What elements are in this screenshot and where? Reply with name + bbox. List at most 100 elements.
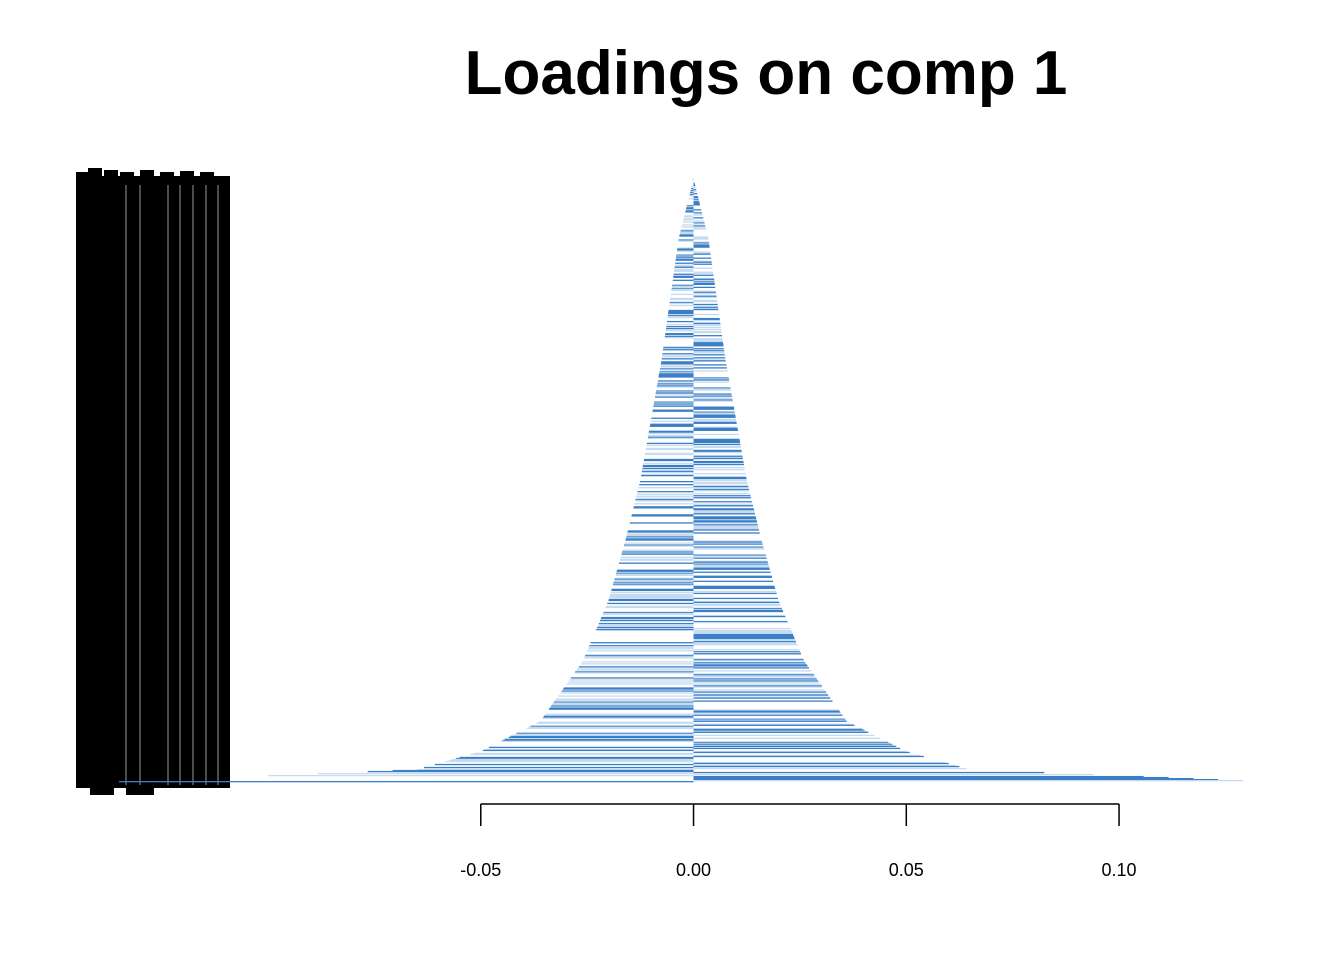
loading-bar <box>693 359 726 361</box>
loading-bar <box>693 399 733 401</box>
loading-bar <box>693 540 762 542</box>
loading-bar <box>553 702 694 704</box>
loading-bar <box>693 709 839 711</box>
loading-bar <box>693 640 796 642</box>
loading-bar <box>693 451 742 454</box>
loading-bar <box>677 247 694 249</box>
loading-bar <box>693 691 827 693</box>
loading-bar <box>653 402 694 404</box>
loading-bar <box>448 759 694 762</box>
loading-bar <box>693 377 729 379</box>
loading-bar <box>693 635 794 637</box>
loading-bar <box>658 374 694 376</box>
loading-bar <box>597 624 694 627</box>
loading-bar <box>693 441 741 444</box>
loading-bar <box>675 259 694 261</box>
x-tick-label: 0.05 <box>889 860 924 880</box>
loading-bar <box>549 707 694 709</box>
loading-bar <box>658 375 694 377</box>
loading-bar <box>641 474 694 477</box>
loading-bar <box>693 761 946 764</box>
loading-bar <box>693 468 745 471</box>
loading-bar <box>693 398 733 400</box>
loading-bar <box>614 579 694 581</box>
label-glyph <box>104 170 118 178</box>
loading-bar <box>693 718 846 720</box>
loading-bar <box>693 191 697 193</box>
loading-bar <box>641 470 694 473</box>
loading-bar <box>693 478 747 481</box>
loading-bar <box>693 631 792 633</box>
loading-bar <box>623 545 694 547</box>
loading-bar <box>603 612 694 615</box>
loading-bar <box>693 241 709 243</box>
loading-bar <box>693 182 695 184</box>
loading-bar <box>693 675 815 677</box>
title-area: Loadings on comp 1 <box>0 0 1344 130</box>
loading-bar <box>665 330 694 332</box>
loading-bar <box>693 512 755 514</box>
loading-bar <box>693 261 712 263</box>
loading-bar <box>504 738 694 741</box>
loading-bar <box>693 370 728 372</box>
loading-bar <box>588 647 694 649</box>
loading-bar <box>693 252 711 254</box>
loading-bar <box>693 621 788 624</box>
loading-bar <box>693 303 718 306</box>
loading-bar <box>610 591 694 594</box>
loading-bar <box>693 246 710 248</box>
loading-bar <box>693 719 846 721</box>
loading-bar <box>597 626 694 629</box>
loading-bar <box>693 313 720 316</box>
loading-bar <box>624 544 694 546</box>
loading-bar <box>693 509 755 511</box>
loading-bar <box>651 417 694 419</box>
loading-bar <box>622 549 694 551</box>
loading-bar <box>633 507 694 509</box>
loading-bar <box>693 280 715 282</box>
loading-bar <box>693 455 743 458</box>
loading-bar <box>613 583 694 585</box>
loading-bar <box>693 777 1194 780</box>
loading-bar <box>682 221 694 223</box>
loading-bar <box>680 229 694 231</box>
loading-bar <box>693 225 706 227</box>
loading-bar <box>693 730 867 732</box>
loading-bar <box>666 325 694 328</box>
loading-bar <box>693 426 738 428</box>
loading-bar <box>693 580 774 582</box>
loading-bar <box>516 732 694 734</box>
loading-bar <box>693 665 808 667</box>
loading-bar <box>693 501 753 503</box>
loading-bar <box>626 534 694 536</box>
loading-bar <box>693 767 967 770</box>
loading-bar <box>574 672 694 674</box>
loading-bar <box>693 378 729 380</box>
loading-bar <box>662 353 694 355</box>
loading-bar <box>646 444 694 447</box>
loading-bar <box>691 188 694 190</box>
loading-bar <box>392 769 694 772</box>
loading-bar <box>665 334 694 336</box>
loading-bar <box>693 712 841 714</box>
loading-bar <box>693 282 715 284</box>
loading-bar <box>647 437 694 440</box>
loading-bar <box>693 764 956 767</box>
loading-bar <box>693 416 736 418</box>
loading-bar <box>611 589 694 592</box>
loading-bar <box>693 242 710 244</box>
loading-bar <box>656 386 694 388</box>
loading-bar <box>656 390 694 392</box>
loading-bar <box>693 202 700 204</box>
loading-bar <box>693 684 822 686</box>
loading-bar <box>558 695 694 697</box>
loading-bar <box>598 622 694 625</box>
loading-bar <box>693 488 749 490</box>
loading-bar <box>693 228 706 230</box>
loading-bar <box>693 463 744 466</box>
loading-bar <box>680 230 694 232</box>
loading-bar <box>693 639 796 641</box>
loading-bar <box>693 300 718 303</box>
loading-bar <box>642 469 694 472</box>
loading-bar <box>693 762 949 765</box>
